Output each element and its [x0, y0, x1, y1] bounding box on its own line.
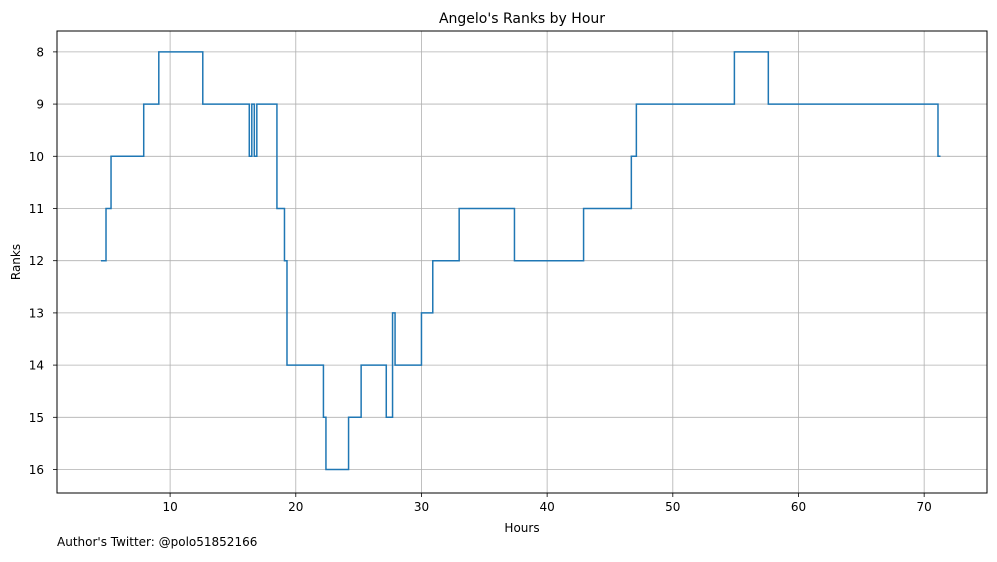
x-tick-label: 20: [288, 500, 303, 514]
y-tick-label: 9: [36, 98, 44, 112]
x-tick-label: 30: [414, 500, 429, 514]
y-tick-label: 12: [29, 254, 44, 268]
series-layer: [100, 51, 941, 471]
y-tick-label: 14: [29, 359, 44, 373]
y-axis-label: Ranks: [9, 244, 23, 280]
y-tick-label: 8: [36, 45, 44, 59]
y-tick-label: 15: [29, 411, 44, 425]
x-tick-label: 70: [917, 500, 932, 514]
y-tick-label: 13: [29, 306, 44, 320]
chart-title: Angelo's Ranks by Hour: [439, 11, 605, 27]
x-tick-label: 10: [162, 500, 177, 514]
x-tick-label: 60: [791, 500, 806, 514]
x-axis-label: Hours: [504, 521, 539, 535]
x-tick-label: 40: [539, 500, 554, 514]
y-tick-label: 16: [29, 463, 44, 477]
y-tick-label: 11: [29, 202, 44, 216]
y-tick-label: 10: [29, 150, 44, 164]
author-twitter-note: Author's Twitter: @polo51852166: [57, 535, 258, 549]
axis-ticks: 10 20 30 40 50 60 70 8 9 10 11 12 13 14 15 16: [29, 45, 932, 514]
rank-step-line: [100, 51, 941, 471]
grid-lines: [57, 31, 987, 493]
x-tick-label: 50: [665, 500, 680, 514]
plot-frame: [56, 30, 988, 494]
